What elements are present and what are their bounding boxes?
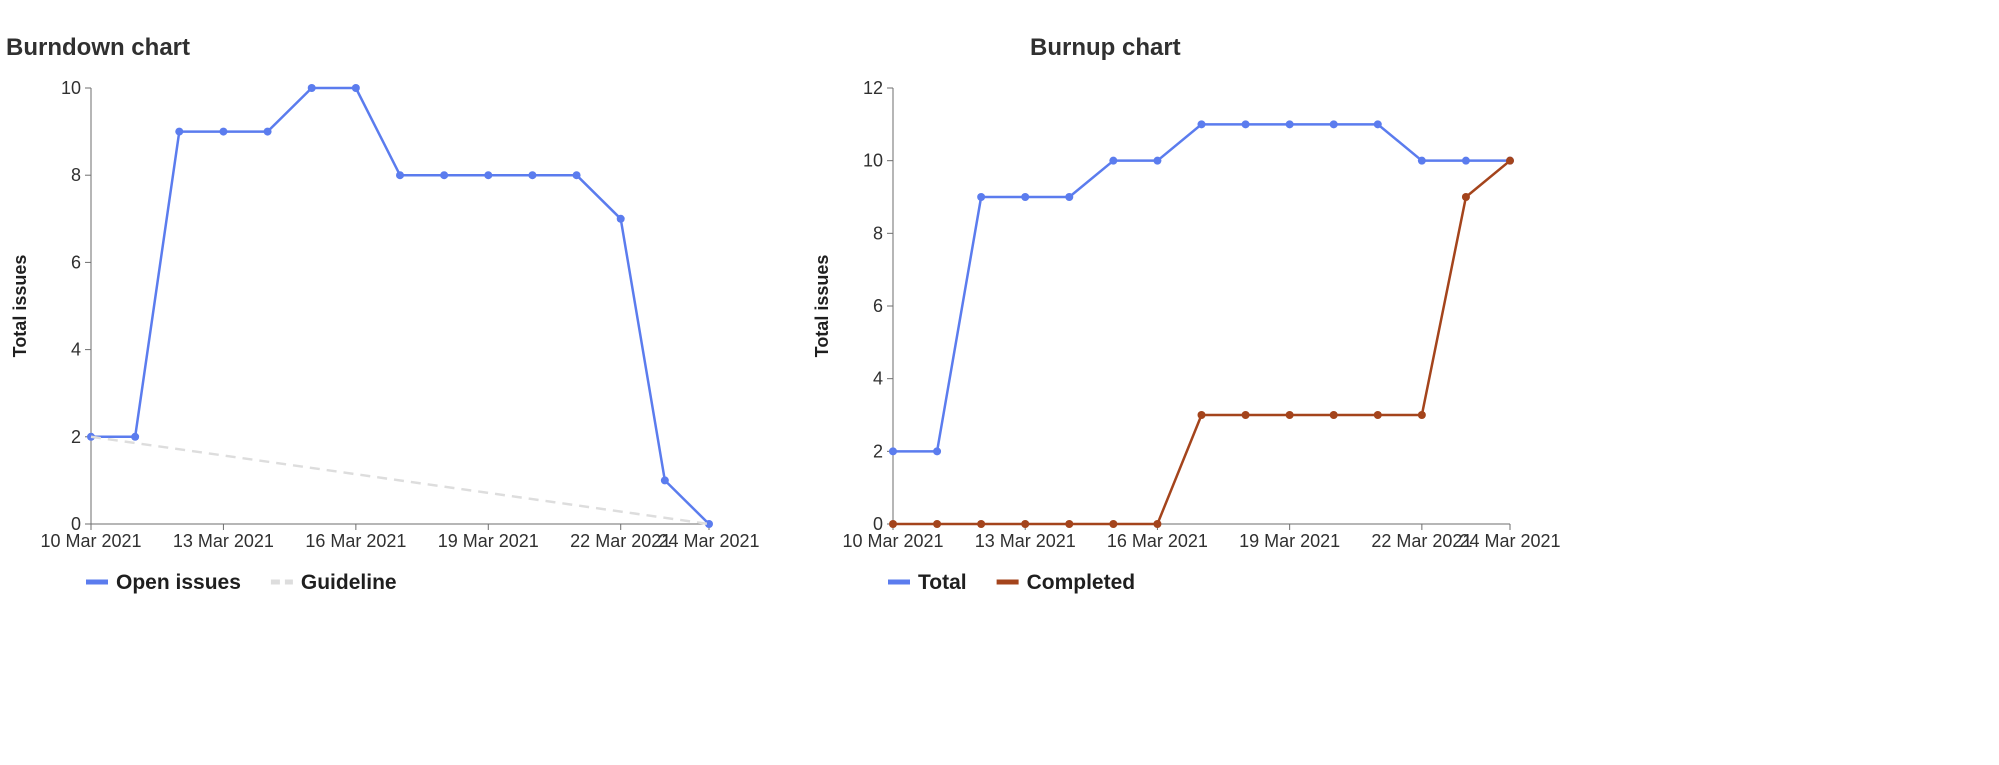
data-point [1373, 120, 1382, 129]
y-tick-label: 10 [61, 78, 81, 98]
data-point [660, 476, 669, 485]
x-tick-label: 10 Mar 2021 [40, 531, 141, 551]
data-point [1241, 120, 1250, 129]
data-point [219, 127, 228, 136]
data-point [1373, 411, 1382, 419]
x-tick-label: 10 Mar 2021 [842, 531, 943, 551]
x-tick-label: 22 Mar 2021 [1371, 531, 1472, 551]
data-point [440, 171, 449, 180]
series-line-guideline [90, 435, 710, 526]
chart-title: Burnup chart [1030, 34, 1181, 61]
burndown-chart-panel: Burndown chart 0 2 4 6 8 10 10 Mar 2021 13 Mar … [0, 0, 999, 765]
data-point [131, 432, 140, 441]
data-point [307, 84, 316, 92]
data-point [1109, 156, 1118, 165]
y-tick-label: 0 [71, 514, 81, 534]
y-tick-label: 6 [873, 296, 883, 316]
data-point [977, 520, 986, 528]
data-point [263, 127, 272, 136]
data-point [1197, 411, 1206, 419]
data-point [1506, 156, 1514, 165]
data-point [1329, 120, 1338, 129]
data-point [1153, 156, 1162, 165]
data-point [1417, 156, 1426, 165]
data-point [616, 214, 625, 223]
data-point [1417, 411, 1426, 419]
y-tick-label: 6 [71, 252, 81, 272]
data-point [1285, 120, 1294, 129]
y-tick-label: 12 [863, 78, 883, 98]
data-point [889, 520, 897, 528]
y-tick-label: 8 [71, 165, 81, 185]
x-tick-label: 13 Mar 2021 [975, 531, 1076, 551]
burnup-chart-panel: Burnup chart 0 2 4 6 8 10 12 10 Mar 2021 13 Mar … [812, 0, 1999, 765]
data-point [933, 447, 942, 456]
legend-label: Guideline [301, 571, 397, 594]
x-tick-label: 22 Mar 2021 [570, 531, 671, 551]
data-point [977, 193, 986, 201]
burnup-chart-svg: 0 2 4 6 8 10 12 10 Mar 2021 13 Mar 2021 16 Mar 20… [812, 78, 1561, 594]
data-point [1065, 520, 1074, 528]
data-point [1461, 156, 1470, 165]
data-point [1109, 520, 1118, 528]
data-point [528, 171, 537, 180]
x-tick-label: 13 Mar 2021 [173, 531, 274, 551]
data-point [175, 127, 184, 136]
data-point [1461, 193, 1470, 201]
y-tick-label: 2 [71, 427, 81, 447]
data-point [889, 447, 897, 456]
x-tick-label: 24 Mar 2021 [658, 531, 759, 551]
data-point [1285, 411, 1294, 419]
x-tick-label: 16 Mar 2021 [305, 531, 406, 551]
x-tick-label: 19 Mar 2021 [438, 531, 539, 551]
series-line-open-issues [91, 86, 710, 525]
y-tick-label: 0 [873, 514, 883, 534]
y-tick-label: 4 [71, 340, 81, 360]
y-tick-label: 8 [873, 223, 883, 243]
data-point [1021, 193, 1030, 201]
burndown-chart-svg: 0 2 4 6 8 10 10 Mar 2021 13 Mar 2021 16 Mar 2021… [10, 78, 760, 594]
y-axis-title: Total issues [10, 255, 30, 358]
data-point [1241, 411, 1250, 419]
data-point [1153, 520, 1162, 528]
data-point [572, 171, 581, 180]
legend-label: Total [918, 571, 967, 594]
x-tick-label: 24 Mar 2021 [1459, 531, 1560, 551]
data-point [1065, 193, 1074, 201]
data-point [1329, 411, 1338, 419]
y-tick-label: 10 [863, 151, 883, 171]
data-point [705, 520, 713, 528]
data-point [933, 520, 942, 528]
legend-label: Completed [1027, 571, 1136, 594]
data-point [351, 84, 360, 92]
x-tick-label: 19 Mar 2021 [1239, 531, 1340, 551]
y-tick-label: 2 [873, 441, 883, 461]
data-point [396, 171, 404, 180]
y-axis-title: Total issues [812, 255, 832, 358]
data-point [1197, 120, 1206, 129]
data-point [1021, 520, 1030, 528]
data-point [484, 171, 493, 180]
chart-title: Burndown chart [6, 34, 190, 61]
legend-label: Open issues [116, 571, 241, 594]
x-tick-label: 16 Mar 2021 [1107, 531, 1208, 551]
y-tick-label: 4 [873, 369, 883, 389]
